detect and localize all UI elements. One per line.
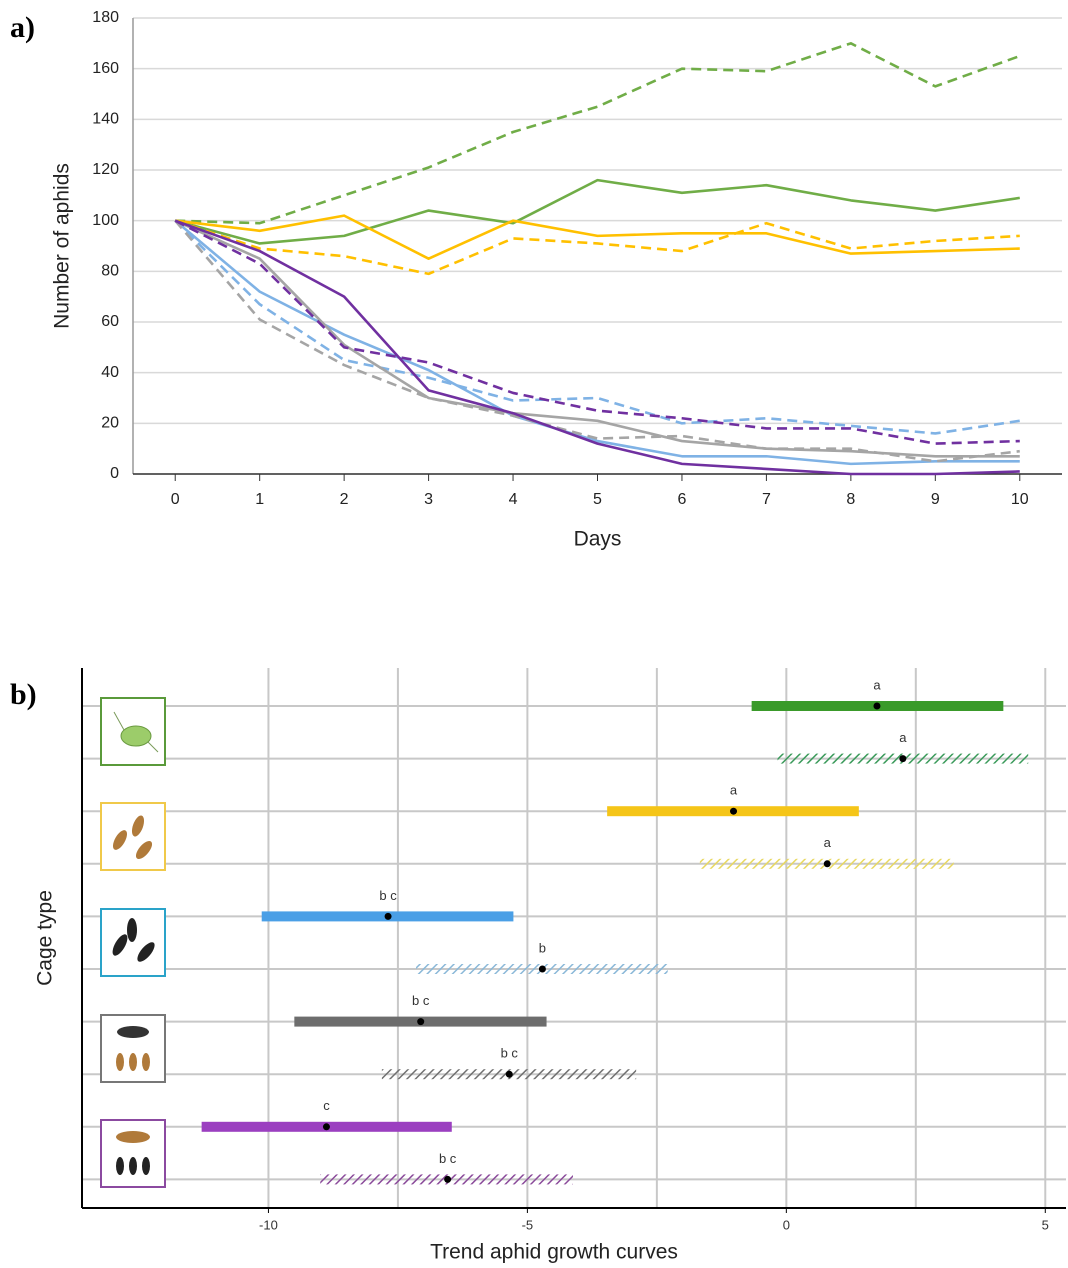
y-tick-label: 160 <box>92 60 119 77</box>
y-tick-label: 60 <box>101 313 119 330</box>
icon-leg <box>147 741 159 753</box>
aphid-icon <box>120 725 152 747</box>
y-tick-label: 0 <box>110 465 119 482</box>
estimate-point <box>538 965 546 973</box>
larva-icon <box>117 1026 149 1038</box>
series-line <box>174 219 1020 276</box>
y-tick-label: 80 <box>101 263 119 280</box>
x-axis-title: Trend aphid growth curves <box>430 1241 678 1264</box>
group-letter: b c <box>501 1046 519 1061</box>
estimate-point <box>322 1123 330 1131</box>
estimate-point <box>444 1175 452 1183</box>
y-axis-title: Number of aphids <box>51 163 74 329</box>
larva-icon <box>112 934 128 956</box>
estimate-point <box>417 1018 425 1026</box>
panel-label: b) <box>10 678 37 711</box>
icon-box <box>100 802 166 871</box>
x-tick-label: 3 <box>424 491 433 508</box>
group-letter: a <box>873 677 881 692</box>
x-tick-label: -5 <box>522 1217 534 1232</box>
cage-icons <box>100 697 166 1188</box>
group-letter: b c <box>379 888 397 903</box>
larva-icon <box>135 840 153 860</box>
y-tick-label: 120 <box>92 161 119 178</box>
estimate-point <box>730 807 738 815</box>
larva-icon <box>116 1157 124 1175</box>
x-tick-label: 1 <box>255 491 264 508</box>
panel-label: a) <box>10 11 35 44</box>
icon-box <box>100 1119 166 1188</box>
larva-icon <box>137 942 155 962</box>
series-line <box>175 42 1021 225</box>
group-letter: b c <box>439 1151 457 1166</box>
estimate-point <box>899 755 907 763</box>
y-axis-title: Cage type <box>34 890 57 986</box>
x-tick-label: 7 <box>762 491 771 508</box>
series-line <box>175 214 1020 260</box>
series-line <box>174 219 1020 458</box>
y-tick-label: 40 <box>101 364 119 381</box>
x-tick-label: 6 <box>678 491 687 508</box>
larva-icon <box>142 1157 150 1175</box>
group-letter: c <box>323 1098 330 1113</box>
series-line <box>174 219 1020 476</box>
x-tick-label: -10 <box>259 1217 278 1232</box>
larva-icon <box>131 815 145 837</box>
estimate-point <box>384 912 392 920</box>
larva-icon <box>113 830 127 850</box>
y-tick-label: 20 <box>101 415 119 432</box>
icon-box <box>100 1014 166 1083</box>
x-tick-label: 10 <box>1011 491 1029 508</box>
larva-icon <box>129 1157 137 1175</box>
x-tick-label: 9 <box>931 491 940 508</box>
group-letter: a <box>730 783 738 798</box>
series-line <box>174 219 1020 445</box>
larva-icon <box>129 1053 137 1071</box>
series-line <box>174 219 1020 466</box>
y-tick-label: 100 <box>92 212 119 229</box>
x-axis-title: Days <box>574 528 622 551</box>
series-line <box>174 219 1020 463</box>
estimate-point <box>873 702 881 710</box>
larva-icon <box>116 1131 150 1143</box>
y-tick-label: 180 <box>92 9 119 26</box>
larva-icon <box>127 918 137 942</box>
y-tick-label: 140 <box>92 111 119 128</box>
larva-icon <box>116 1053 124 1071</box>
x-tick-label: 0 <box>171 491 180 508</box>
larva-icon <box>142 1053 150 1071</box>
series-line <box>174 178 1020 245</box>
group-letter: a <box>824 835 832 850</box>
x-tick-label: 2 <box>340 491 349 508</box>
icon-box <box>100 697 166 766</box>
group-letter: a <box>899 730 907 745</box>
x-tick-label: 5 <box>1042 1217 1049 1232</box>
group-letter: b c <box>412 993 430 1008</box>
icon-leg <box>113 711 125 731</box>
x-tick-label: 8 <box>846 491 855 508</box>
x-tick-label: 0 <box>783 1217 790 1232</box>
x-tick-label: 4 <box>509 491 518 508</box>
x-tick-label: 5 <box>593 491 602 508</box>
estimate-point <box>823 860 831 868</box>
group-letter: b <box>539 940 546 955</box>
estimate-point <box>505 1070 513 1078</box>
